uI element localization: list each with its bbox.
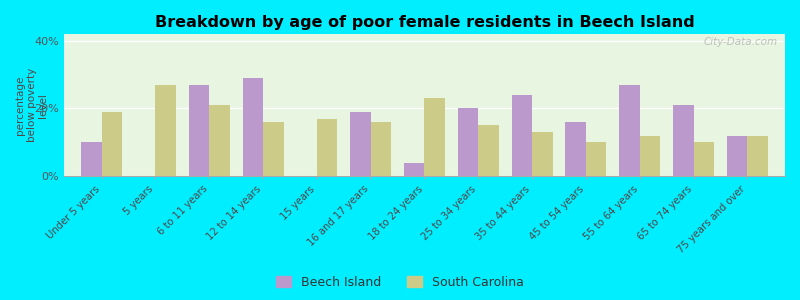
Bar [532,132,553,176]
Bar [478,125,498,176]
Bar [210,105,230,176]
Bar [727,136,747,176]
Bar [586,142,606,176]
Bar [619,85,640,176]
Y-axis label: percentage
below poverty
level: percentage below poverty level [15,68,48,142]
Title: Breakdown by age of poor female residents in Beech Island: Breakdown by age of poor female resident… [154,15,694,30]
Bar [263,122,283,176]
Bar [566,122,586,176]
Text: City-Data.com: City-Data.com [704,37,778,47]
Bar [425,98,445,176]
Bar [350,112,370,176]
Bar [673,105,694,176]
Bar [82,142,102,176]
Bar [370,122,391,176]
Bar [512,95,532,176]
Bar [747,136,768,176]
Legend: Beech Island, South Carolina: Beech Island, South Carolina [271,271,529,294]
Bar [458,109,478,176]
Bar [694,142,714,176]
Bar [189,85,210,176]
Bar [155,85,176,176]
Bar [242,78,263,176]
Bar [317,118,338,176]
Bar [102,112,122,176]
Bar [640,136,660,176]
Bar [404,163,425,176]
